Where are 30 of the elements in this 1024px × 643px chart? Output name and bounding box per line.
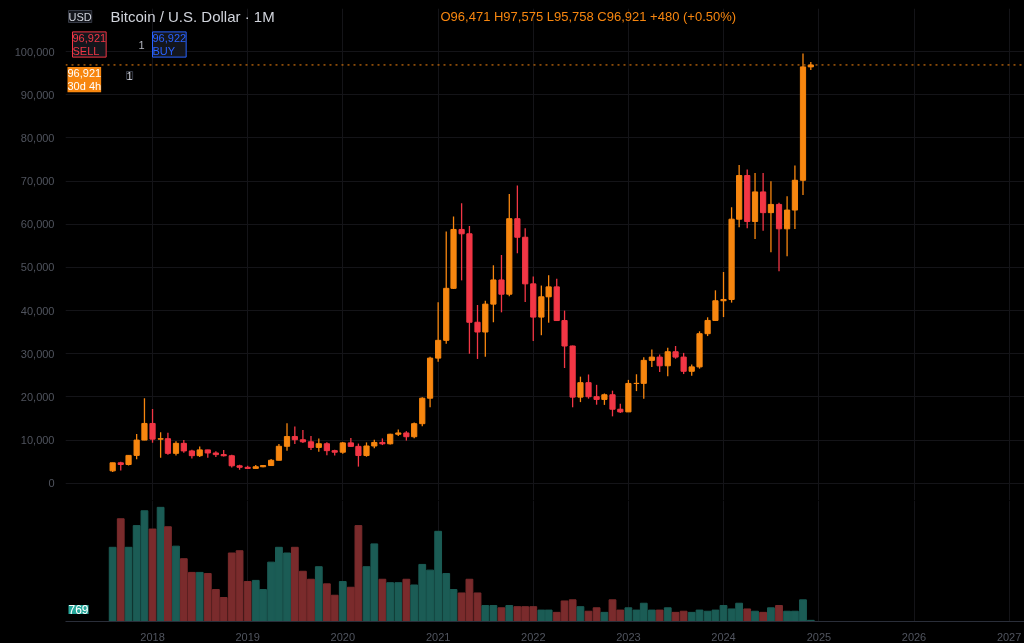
y-tick-label: 0 xyxy=(48,477,55,490)
x-tick-label: 2025 xyxy=(806,630,832,643)
annotation: 96,922 BUY xyxy=(152,31,187,58)
y-tick-label: 80,000 xyxy=(20,131,55,144)
annotation: 1 xyxy=(138,38,145,51)
y-tick-label: 40,000 xyxy=(20,304,55,317)
x-tick-label: 2022 xyxy=(521,630,546,643)
x-tick-label: 2018 xyxy=(140,630,165,643)
x-tick-label: 2019 xyxy=(235,630,260,643)
x-tick-label: 2027 xyxy=(996,630,1022,643)
annotation: 1 xyxy=(126,69,133,82)
x-tick-label: 2023 xyxy=(616,630,641,643)
y-tick-label: 70,000 xyxy=(20,175,55,188)
x-tick-label: 2021 xyxy=(425,630,451,643)
x-tick-label: 2026 xyxy=(901,630,927,643)
x-tick-label: 2020 xyxy=(330,630,356,643)
y-tick-label: 10,000 xyxy=(20,434,55,447)
annotation: O96,471 H97,575 L95,758 C96,921 +480 (+0.50%) xyxy=(440,9,737,24)
ref-line-label: 96,921 30d 4h xyxy=(67,66,102,93)
y-tick-label: 100,000 xyxy=(14,45,55,58)
annotation: USD xyxy=(68,10,92,23)
x-tick-label: 2024 xyxy=(711,630,736,643)
annotation: 96,921 SELL xyxy=(72,31,107,58)
y-tick-label: 60,000 xyxy=(20,218,55,231)
y-tick-label: 30,000 xyxy=(20,347,55,360)
y-tick-label: 20,000 xyxy=(20,390,55,403)
annotation: 769 xyxy=(68,603,89,617)
y-tick-label: 50,000 xyxy=(20,261,55,274)
chart-title: Bitcoin / U.S. Dollar · 1M xyxy=(110,8,275,25)
y-tick-label: 90,000 xyxy=(20,88,55,101)
